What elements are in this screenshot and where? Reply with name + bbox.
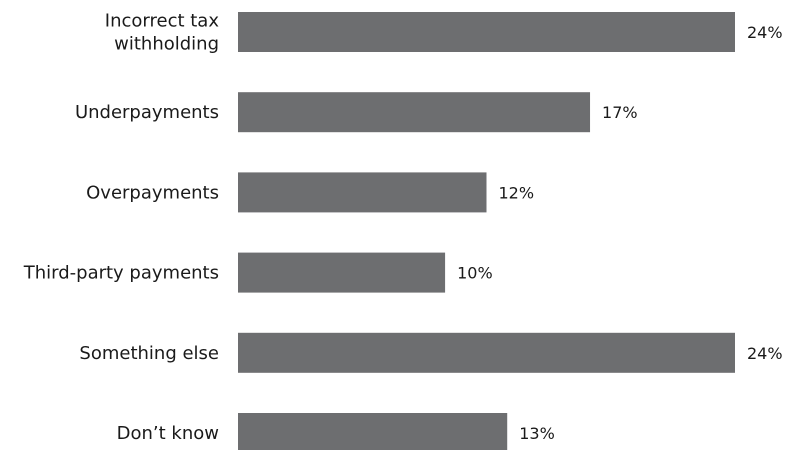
bar-1 bbox=[238, 92, 591, 133]
bar-3 bbox=[238, 252, 446, 293]
category-label-2: Overpayments bbox=[86, 182, 219, 203]
category-labels-group: Incorrect tax withholding Underpayments Ove… bbox=[23, 11, 220, 445]
bar-5 bbox=[238, 413, 508, 450]
value-labels-group: 24% 17% 12% 10% 24% 13% bbox=[457, 23, 782, 443]
value-label-2: 12% bbox=[499, 183, 535, 202]
category-label-5: Don’t know bbox=[117, 423, 219, 444]
category-label-0: Incorrect tax withholding bbox=[105, 11, 220, 55]
category-label-4: Something else bbox=[79, 343, 219, 364]
value-label-1: 17% bbox=[602, 103, 638, 122]
category-label-3: Third-party payments bbox=[23, 263, 219, 284]
value-label-4: 24% bbox=[747, 344, 783, 363]
bar-0 bbox=[238, 12, 735, 52]
bar-4 bbox=[238, 332, 735, 373]
bar-2 bbox=[238, 172, 487, 213]
value-label-5: 13% bbox=[519, 424, 555, 443]
value-label-3: 10% bbox=[457, 264, 493, 283]
value-label-0: 24% bbox=[747, 23, 783, 42]
category-label-1: Underpayments bbox=[75, 102, 219, 123]
bars-group bbox=[238, 12, 735, 450]
